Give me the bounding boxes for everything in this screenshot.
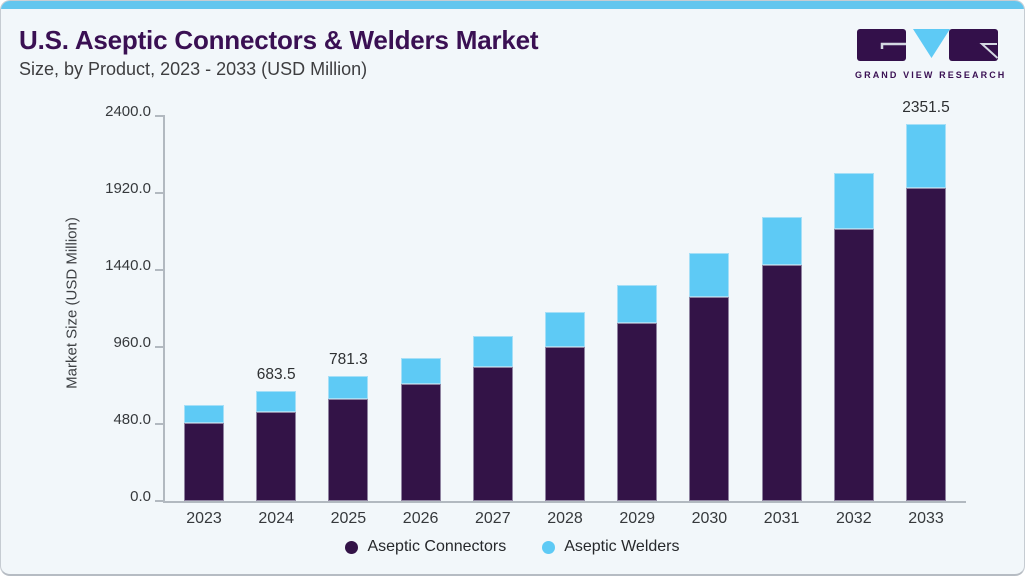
y-tick-label: 0.0 bbox=[130, 488, 151, 505]
bar-segment-welders bbox=[761, 216, 802, 266]
bar-segment-welders bbox=[328, 375, 369, 399]
x-tick-label: 2023 bbox=[186, 510, 222, 527]
bar-segment-connectors bbox=[833, 229, 874, 501]
bar-segment-welders bbox=[256, 391, 297, 412]
x-tick-label: 2026 bbox=[402, 510, 439, 527]
bar-segment-connectors bbox=[400, 383, 441, 501]
y-axis-line bbox=[163, 115, 165, 503]
top-accent-bar bbox=[1, 1, 1024, 9]
x-tick-label: 2033 bbox=[908, 510, 944, 527]
bar-segment-connectors bbox=[328, 398, 369, 501]
gvr-logo-wordmark: GRAND VIEW RESEARCH bbox=[855, 70, 1007, 80]
bar-total-label: 683.5 bbox=[256, 366, 296, 384]
bar-segment-connectors bbox=[472, 366, 513, 501]
legend-label: Aseptic Connectors bbox=[367, 538, 507, 555]
page-subtitle: Size, by Product, 2023 - 2033 (USD Milli… bbox=[19, 59, 368, 79]
y-tick-label: 960.0 bbox=[113, 334, 151, 351]
y-tick-label: 480.0 bbox=[113, 411, 151, 428]
x-tick-label: 2032 bbox=[836, 510, 872, 527]
x-tick-label: 2024 bbox=[258, 510, 294, 527]
bar-segment-welders bbox=[400, 357, 441, 384]
x-tick-label: 2030 bbox=[691, 510, 728, 527]
bar-segment-welders bbox=[689, 253, 730, 298]
x-axis-line bbox=[163, 501, 966, 503]
y-tick-mark bbox=[155, 423, 163, 425]
legend-label: Aseptic Welders bbox=[564, 538, 680, 555]
legend-item: Aseptic Welders bbox=[542, 538, 680, 556]
bar-total-label: 781.3 bbox=[328, 350, 368, 368]
x-tick-label: 2025 bbox=[330, 510, 367, 527]
legend-item: Aseptic Connectors bbox=[345, 538, 506, 556]
bar-segment-connectors bbox=[256, 411, 297, 501]
y-tick-label: 2400.0 bbox=[105, 103, 151, 120]
x-tick-label: 2029 bbox=[619, 510, 655, 527]
y-axis-title: Market Size (USD Million) bbox=[63, 217, 81, 389]
bar-segment-connectors bbox=[617, 323, 658, 501]
y-tick-mark bbox=[155, 115, 163, 117]
bar-segment-connectors bbox=[761, 265, 802, 501]
y-tick-label: 1440.0 bbox=[105, 257, 151, 274]
bar-segment-welders bbox=[906, 123, 946, 188]
bar-segment-connectors bbox=[906, 187, 946, 501]
y-tick-label: 1920.0 bbox=[105, 180, 151, 197]
bar-segment-connectors bbox=[184, 422, 224, 501]
x-tick-label: 2031 bbox=[763, 510, 800, 527]
legend-swatch-icon bbox=[542, 540, 556, 554]
bar-segment-welders bbox=[184, 404, 224, 423]
bar-segment-connectors bbox=[545, 346, 585, 501]
gvr-logo-mark bbox=[857, 29, 999, 61]
bar-segment-welders bbox=[617, 285, 658, 324]
y-tick-mark bbox=[155, 192, 163, 194]
x-tick-label: 2028 bbox=[547, 510, 583, 527]
x-tick-label: 2027 bbox=[475, 510, 511, 527]
y-tick-mark bbox=[155, 346, 163, 348]
y-tick-mark bbox=[155, 269, 163, 271]
bar-segment-welders bbox=[472, 336, 513, 367]
bar-segment-welders bbox=[833, 172, 874, 230]
bar-total-label: 2351.5 bbox=[902, 98, 950, 116]
chart-legend: Aseptic Connectors Aseptic Welders bbox=[1, 538, 1024, 556]
y-tick-mark bbox=[155, 500, 163, 502]
bar-segment-connectors bbox=[689, 297, 730, 501]
page-title: U.S. Aseptic Connectors & Welders Market bbox=[19, 25, 539, 55]
gvr-logo: GRAND VIEW RESEARCH bbox=[855, 29, 1007, 80]
legend-swatch-icon bbox=[345, 540, 359, 554]
bar-segment-welders bbox=[545, 312, 585, 347]
